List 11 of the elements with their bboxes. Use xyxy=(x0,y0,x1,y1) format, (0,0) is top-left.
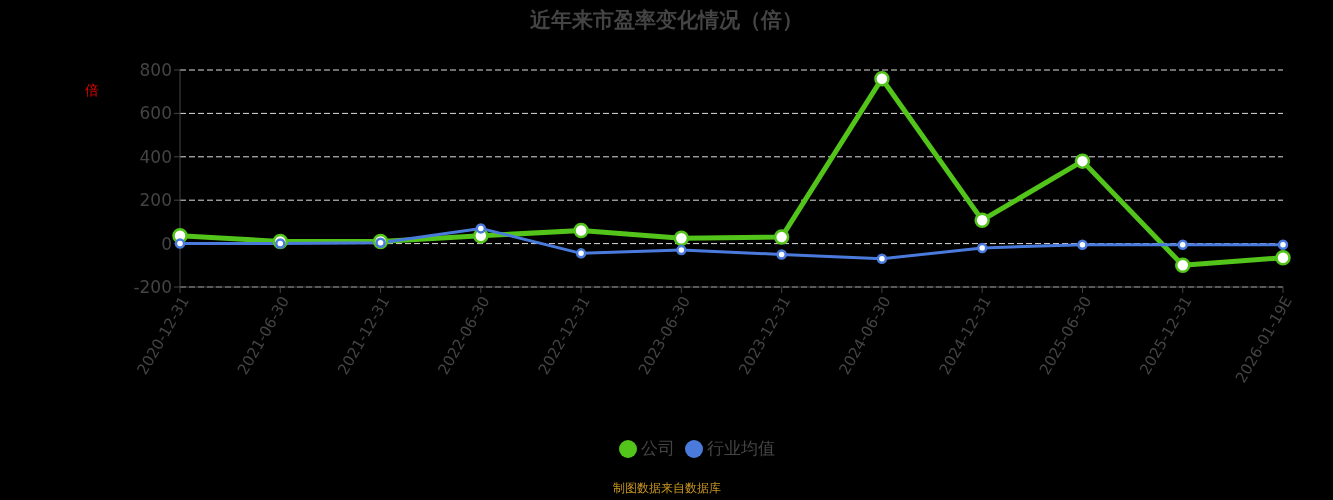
legend-label: 公司 xyxy=(640,438,675,458)
y-tick-label: 600 xyxy=(139,103,172,124)
y-tick-label: 800 xyxy=(139,60,172,81)
y-tick-label: 400 xyxy=(139,146,172,167)
y-tick-label: -200 xyxy=(133,277,172,298)
y-axis-title: 倍 xyxy=(85,81,99,98)
legend-label: 行业均值 xyxy=(706,438,775,458)
y-tick-label: 0 xyxy=(161,233,172,254)
y-tick-label: 200 xyxy=(139,190,172,211)
chart-title: 近年来市盈率变化情况（倍） xyxy=(529,7,804,34)
text: 制图数据来自数据库 xyxy=(611,480,722,497)
